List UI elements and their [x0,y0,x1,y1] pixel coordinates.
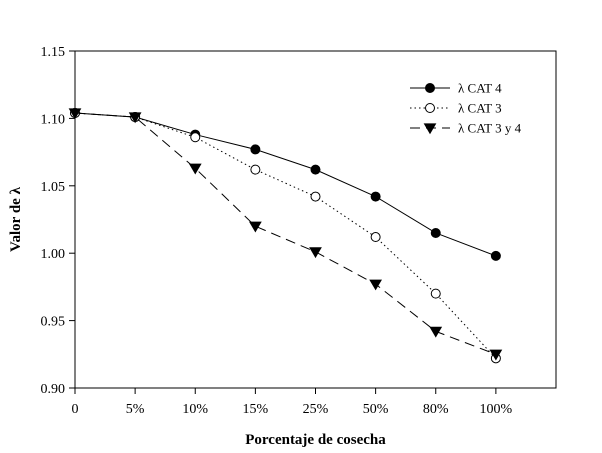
chart-legend: λ CAT 4 λ CAT 3 λ CAT 3 y 4 [410,81,522,136]
data-point [68,108,82,120]
y-tick-label: 1.10 [41,112,66,127]
legend-label: λ CAT 3 y 4 [458,121,522,136]
x-tick-label: 25% [303,402,329,417]
data-point [369,279,382,291]
data-point [430,227,441,238]
data-point [370,232,381,243]
data-point [128,112,142,124]
legend-marker [425,103,435,113]
data-point [489,349,503,361]
y-axis-title: Valor de λ [8,186,24,252]
data-point [429,326,443,338]
data-point [190,132,201,143]
data-point [430,288,441,299]
legend-marker [425,83,435,93]
data-point [309,247,322,259]
data-point [310,164,321,175]
series-line [74,112,497,257]
x-tick-label: 15% [243,402,269,417]
x-tick-label: 10% [182,402,208,417]
series-3 [68,108,503,361]
data-point [250,164,261,175]
x-tick-label: 0 [72,402,79,417]
legend-item: λ CAT 3 [410,101,502,116]
data-point [310,191,321,202]
data-point [490,250,501,261]
x-tick-label: 100% [480,402,513,417]
y-tick-label: 1.15 [41,45,66,60]
chart-axes: 0.90 0.95 1.00 1.05 1.10 1.15 0 5% 10% 15% 25% 50% 8… [41,45,557,417]
legend-item: λ CAT 3 y 4 [410,121,522,136]
x-tick-label: 50% [363,402,389,417]
x-tick-label: 5% [126,402,145,417]
x-axis-title: Porcentaje de cosecha [245,432,386,448]
data-point [188,163,202,175]
y-tick-label: 0.95 [41,315,66,330]
x-tick-label: 80% [423,402,449,417]
legend-label: λ CAT 4 [458,81,502,96]
legend-label: λ CAT 3 [458,101,502,116]
legend-marker [423,123,437,135]
y-tick-label: 1.00 [41,247,66,262]
series-line [74,112,497,355]
data-point [370,191,381,202]
y-tick-label: 1.05 [41,180,66,195]
data-point [250,144,261,155]
legend-item: λ CAT 4 [410,81,502,96]
y-tick-label: 0.90 [41,382,66,397]
data-point [249,221,262,233]
series-1 [70,108,501,261]
series-layer [68,108,503,364]
